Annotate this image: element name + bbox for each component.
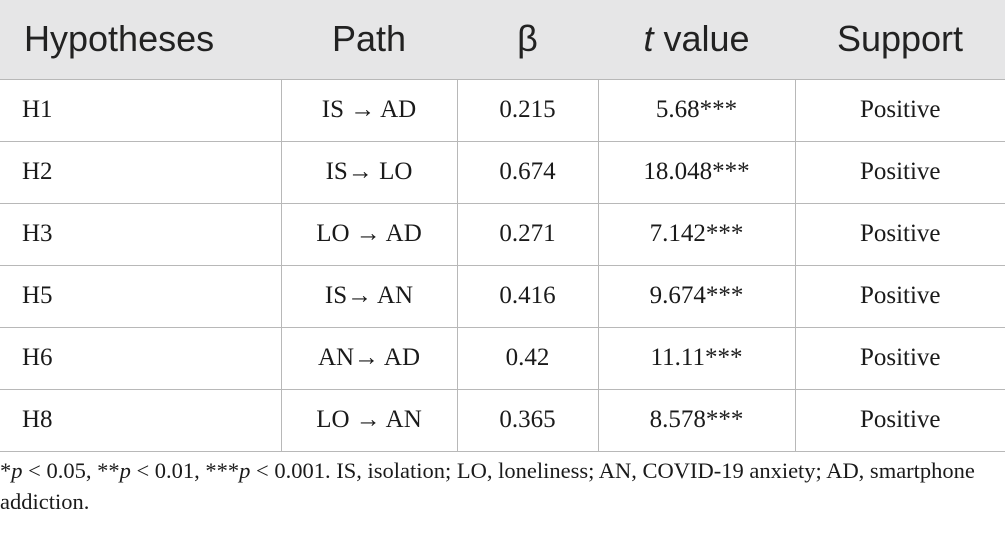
header-hypotheses: Hypotheses [24,18,215,60]
cell-support: Positive [794,78,1005,142]
cell-beta: 0.215 [456,78,599,142]
cell-hypothesis: H3 [0,202,282,266]
table-body: H1 IS → AD 0.215 5.68*** Positive H2 IS→… [0,78,1005,452]
cell-path: AN→ AD [280,326,458,390]
cell-hypothesis: H1 [0,78,282,142]
cell-t-value: 5.68*** [597,78,796,142]
table-row: H5 IS→ AN 0.416 9.674*** Positive [0,264,1005,328]
cell-path: IS → AD [280,78,458,142]
cell-beta: 0.416 [456,264,599,328]
footnote-text: < 0.01, *** [130,458,240,483]
header-path: Path [331,18,407,60]
header-beta: β [517,18,538,60]
table-header: Hypotheses Path β t value Support [0,0,1005,79]
cell-t-value: 18.048*** [597,140,796,204]
header-support: Support [836,18,964,60]
cell-support: Positive [794,140,1005,204]
cell-beta: 0.42 [456,326,599,390]
table-row: H8 LO → AN 0.365 8.578*** Positive [0,388,1005,452]
cell-support: Positive [794,202,1005,266]
cell-path: IS→ LO [280,140,458,204]
cell-path: IS→ AN [280,264,458,328]
header-row: Hypotheses Path β t value Support [0,0,1005,79]
cell-t-value: 9.674*** [597,264,796,328]
cell-t-value: 7.142*** [597,202,796,266]
cell-hypothesis: H2 [0,140,282,204]
cell-hypothesis: H6 [0,326,282,390]
cell-t-value: 8.578*** [597,388,796,452]
table-row: H1 IS → AD 0.215 5.68*** Positive [0,78,1005,142]
table-row: H3 LO → AD 0.271 7.142*** Positive [0,202,1005,266]
results-table: Hypotheses Path β t value Support H1 IS … [0,0,1005,452]
header-t-value: t value [598,0,795,79]
cell-t-value: 11.11*** [597,326,796,390]
cell-support: Positive [794,264,1005,328]
cell-support: Positive [794,326,1005,390]
table-footnote: *p < 0.05, **p < 0.01, ***p < 0.001. IS,… [0,455,1000,517]
cell-hypothesis: H5 [0,264,282,328]
footnote-p-italic: p [119,458,131,483]
footnote-text: < 0.001. IS, isolation; LO, loneliness; … [0,458,975,514]
cell-beta: 0.365 [456,388,599,452]
cell-hypothesis: H8 [0,388,282,452]
table-row: H6 AN→ AD 0.42 11.11*** Positive [0,326,1005,390]
cell-path: LO → AD [280,202,458,266]
cell-support: Positive [794,388,1005,452]
header-t-rest: value [653,18,750,60]
header-t-italic: t [643,18,654,60]
table-row: H2 IS→ LO 0.674 18.048*** Positive [0,140,1005,204]
footnote-star: * [0,458,12,483]
footnote-p-italic: p [11,458,23,483]
cell-path: LO → AN [280,388,458,452]
footnote-text: < 0.05, ** [22,458,120,483]
cell-beta: 0.271 [456,202,599,266]
footnote-p-italic: p [239,458,251,483]
cell-beta: 0.674 [456,140,599,204]
